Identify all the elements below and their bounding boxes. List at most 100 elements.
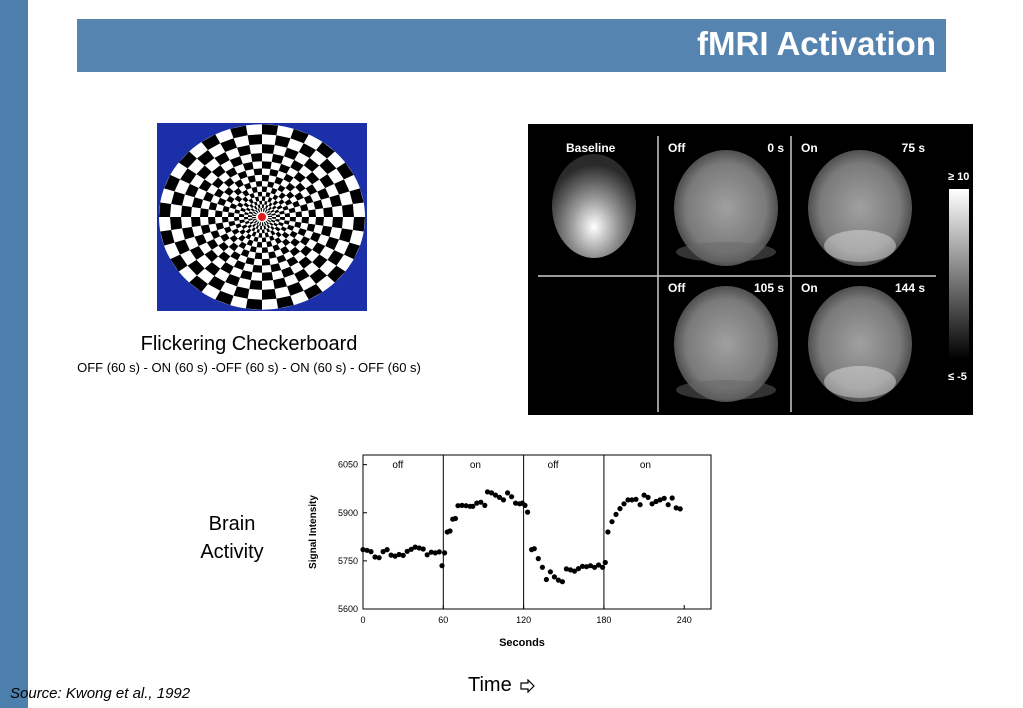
data-point [677, 506, 683, 512]
period-label: on [640, 460, 651, 471]
data-point [609, 519, 615, 525]
data-point [596, 562, 602, 568]
data-point [474, 500, 480, 506]
x-tick-label: 120 [516, 615, 531, 625]
data-point [531, 546, 537, 552]
data-point [645, 494, 651, 500]
panel-label-baseline: Baseline [566, 141, 616, 155]
panel-time-144s: 144 s [895, 281, 925, 295]
period-label: on [470, 460, 481, 471]
data-point [452, 515, 458, 522]
data-point [412, 544, 418, 550]
data-point [368, 549, 374, 555]
scale-min-label: ≤ -5 [948, 371, 967, 383]
data-point [364, 547, 370, 553]
y-tick-label: 5600 [338, 604, 358, 614]
brain-slice-off-105s [674, 286, 778, 402]
intensity-scale-bar [949, 189, 969, 359]
period-label: off [548, 460, 559, 471]
y-tick-label: 5750 [338, 556, 358, 566]
brain-slice-off-0s [674, 150, 778, 266]
data-point [500, 497, 507, 503]
panel-time-0s: 0 s [767, 141, 784, 155]
brain-slice-on-75s [808, 150, 912, 266]
data-point [492, 492, 499, 498]
data-point [360, 547, 366, 553]
y-axis-label: Signal Intensity [308, 495, 319, 569]
panel-time-75s: 75 s [902, 141, 926, 155]
data-point [428, 549, 434, 555]
data-point [442, 550, 448, 556]
time-text: Time [468, 674, 512, 696]
period-label: off [392, 460, 403, 471]
right-arrow-icon [520, 678, 536, 694]
slide-title: fMRI Activation [697, 25, 936, 62]
data-point [637, 502, 643, 508]
data-point [436, 549, 442, 555]
data-point [525, 509, 531, 515]
data-point [641, 492, 647, 498]
data-point [543, 576, 549, 583]
brain-activity-label-line1: Brain [208, 513, 256, 535]
checkerboard-image [157, 123, 367, 311]
data-point [408, 546, 414, 552]
data-point [496, 494, 503, 500]
data-point [575, 566, 582, 572]
brain-activity-label: Brain Activity [180, 510, 284, 566]
data-point [613, 511, 619, 517]
data-point [482, 502, 488, 508]
data-point [463, 503, 469, 509]
time-label: Time [468, 674, 536, 697]
x-tick-label: 60 [438, 615, 448, 625]
plot-frame [362, 454, 712, 610]
scale-max-label: ≥ 10 [948, 171, 969, 183]
data-point [484, 489, 491, 495]
data-point [376, 555, 382, 561]
data-point [384, 547, 390, 553]
data-point [621, 501, 627, 507]
brain-activation-graphic: Baseline Off 0 s On 75 s Off 105 s On 14… [528, 124, 973, 415]
signal-chart-svg: off on off on 5600 5750 5900 6050 0 60 120 180 240… [308, 454, 712, 649]
checkerboard-graphic [157, 123, 367, 311]
data-point [392, 553, 398, 559]
data-point [478, 499, 484, 505]
data-point [629, 497, 635, 503]
data-point [625, 497, 631, 503]
data-point [669, 495, 675, 501]
y-tick-label: 5900 [338, 508, 358, 518]
data-point [388, 552, 394, 558]
data-point [587, 563, 594, 569]
data-point [447, 528, 453, 534]
left-accent-bar [0, 0, 28, 708]
x-tick-label: 0 [360, 615, 365, 625]
data-point [459, 502, 465, 508]
data-point [547, 569, 553, 575]
x-tick-label: 240 [677, 615, 692, 625]
data-point [567, 567, 574, 573]
data-point [400, 552, 406, 558]
data-point [372, 554, 378, 560]
data-point [563, 566, 569, 572]
data-point [513, 500, 519, 506]
data-point [653, 498, 659, 505]
data-point [617, 506, 623, 512]
data-point [420, 546, 426, 552]
stimulus-sequence: OFF (60 s) - ON (60 s) -OFF (60 s) - ON … [77, 360, 421, 375]
brain-slice-baseline [552, 154, 636, 258]
data-point [555, 577, 561, 583]
signal-chart: off on off on 5600 5750 5900 6050 0 60 120 180 240… [300, 448, 720, 653]
brain-activity-label-line2: Activity [200, 541, 264, 563]
brain-slice-on-144s [808, 286, 912, 402]
stimulus-title: Flickering Checkerboard [140, 333, 358, 355]
data-point [657, 497, 663, 503]
data-point [505, 490, 511, 496]
data-point [605, 529, 611, 535]
fixation-dot [258, 213, 266, 221]
y-tick-label: 6050 [338, 460, 358, 470]
data-point [416, 545, 422, 551]
data-point [509, 494, 515, 500]
panel-label-on-2: On [801, 281, 818, 295]
data-point [661, 495, 667, 501]
data-point [633, 496, 639, 502]
source-citation: Source: Kwong et al., 1992 [10, 685, 191, 702]
